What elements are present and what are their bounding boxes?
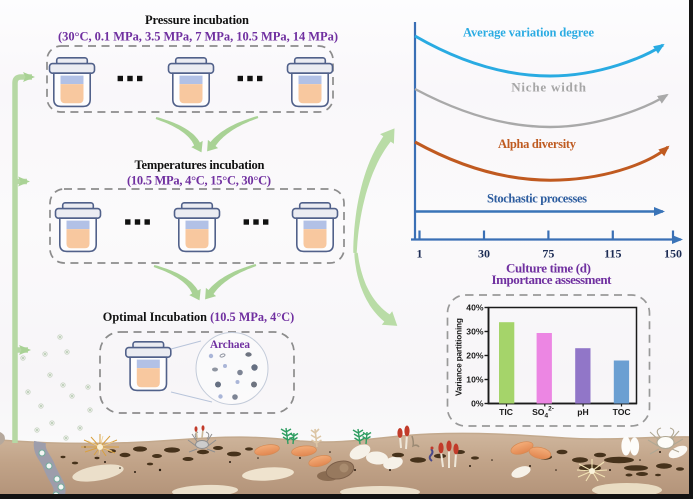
svg-text:(10.5 MPa, 4°C, 15°C, 30°C): (10.5 MPa, 4°C, 15°C, 30°C) [127, 174, 271, 188]
svg-text:Optimal Incubation (10.5 MPa,: Optimal Incubation (10.5 MPa, 4°C) [103, 310, 294, 324]
svg-text:30%: 30% [466, 327, 484, 337]
svg-text:Temperatures incubation: Temperatures incubation [135, 158, 265, 172]
svg-text:0%: 0% [471, 399, 484, 409]
svg-text:Archaea: Archaea [210, 339, 250, 351]
svg-text:40%: 40% [466, 303, 484, 313]
svg-text:150: 150 [664, 247, 682, 261]
svg-text:30: 30 [478, 247, 490, 261]
svg-text:115: 115 [604, 247, 621, 261]
svg-text:(30°C, 0.1 MPa, 3.5 MPa, 7 MPa: (30°C, 0.1 MPa, 3.5 MPa, 7 MPa, 10.5 MPa… [58, 30, 338, 44]
svg-text:Variance partitioning: Variance partitioning [454, 318, 464, 396]
svg-text:10%: 10% [466, 375, 484, 385]
svg-text:Importance assessment: Importance assessment [492, 272, 613, 287]
svg-text:1: 1 [417, 247, 423, 261]
svg-text:Pressure incubation: Pressure incubation [145, 13, 249, 27]
svg-text:Stochastic processes: Stochastic processes [487, 192, 587, 206]
svg-text:Niche width: Niche width [511, 80, 587, 95]
svg-text:TOC: TOC [613, 407, 631, 417]
svg-text:Alpha diversity: Alpha diversity [498, 137, 577, 151]
svg-text:Culture time (d): Culture time (d) [506, 261, 591, 276]
svg-text:75: 75 [542, 247, 554, 261]
svg-text:20%: 20% [466, 351, 484, 361]
svg-text:pH: pH [577, 407, 588, 417]
svg-text:TIC: TIC [499, 407, 513, 417]
svg-text:Average variation degree: Average variation degree [463, 26, 594, 40]
